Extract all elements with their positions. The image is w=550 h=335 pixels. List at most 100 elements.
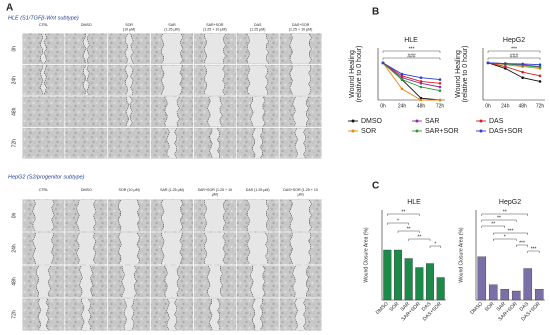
wound-edge: [32, 199, 36, 232]
wound-edge: [259, 298, 263, 331]
wound-edge: [129, 96, 133, 127]
wound-edge: [82, 33, 87, 64]
wound-edge: [39, 33, 44, 64]
wound-edge: [308, 33, 312, 64]
wound-edge: [160, 199, 165, 232]
legend-marker: [479, 129, 483, 133]
panel-label: B: [372, 7, 379, 18]
y-axis-label: Wound Closure Area (%): [363, 227, 369, 283]
wound-edge: [180, 199, 184, 232]
bar: [534, 289, 544, 301]
x-tick-label: 48h: [518, 103, 527, 109]
wound-edge: [292, 265, 296, 298]
significance-label: **: [491, 222, 495, 228]
significance-label: **: [503, 210, 507, 216]
x-tick-label: SAR: [400, 301, 412, 313]
significance-bracket: [493, 238, 517, 241]
wound-area: [40, 65, 47, 95]
wound-area: [246, 233, 268, 264]
data-point: [486, 61, 490, 65]
wound-edge: [76, 199, 80, 232]
wound-area: [161, 34, 183, 64]
significance-bracket: [387, 222, 409, 225]
data-point: [419, 76, 423, 80]
wound-edge: [217, 128, 220, 159]
axis: [482, 48, 545, 101]
wound-area: [76, 200, 97, 231]
legend-marker: [351, 129, 355, 133]
data-point: [400, 76, 404, 80]
series-line: [382, 62, 441, 92]
legend-label: SAR+SOR: [425, 128, 459, 135]
bar: [436, 277, 445, 301]
wound-edge: [303, 128, 307, 159]
data-point: [521, 62, 524, 66]
wound-area: [207, 266, 223, 297]
wound-edge: [161, 232, 165, 265]
wound-area: [166, 299, 177, 330]
data-point: [400, 72, 404, 76]
significance-bracket: [397, 230, 420, 233]
data-point: [381, 61, 385, 65]
wound-area: [32, 233, 54, 264]
wound-edge: [265, 232, 269, 265]
wound-edge: [131, 298, 135, 331]
significance-bracket: [481, 213, 528, 216]
wound-edge: [289, 65, 293, 96]
column-label: SOR (10 μM): [119, 188, 140, 192]
wound-area: [83, 65, 90, 95]
wound-area: [203, 233, 226, 264]
row-label: 48h: [11, 277, 17, 286]
wound-edge: [133, 265, 137, 298]
wound-edge: [118, 232, 122, 265]
chart-title: HLE: [404, 37, 418, 44]
wound-edge: [294, 128, 298, 159]
wound-area: [246, 65, 268, 95]
significance-label: ***: [519, 241, 525, 247]
wound-edge: [118, 199, 122, 232]
wound-edge: [174, 298, 178, 331]
x-tick-label: DAS: [421, 301, 433, 313]
wound-area: [36, 266, 51, 297]
significance-bracket: [527, 250, 540, 253]
bar: [523, 268, 533, 301]
x-tick-label: 72h: [436, 103, 445, 109]
wound-edge: [308, 65, 312, 96]
chart-title: HLE: [407, 199, 421, 206]
series-line: [382, 62, 441, 88]
data-point: [538, 80, 542, 83]
legend-marker: [479, 119, 483, 123]
bar: [415, 267, 424, 301]
column-label: SAR+SOR: [206, 23, 224, 27]
wound-edge: [88, 298, 92, 331]
wound-area: [124, 34, 134, 64]
column-label: DAS+SOR: [292, 23, 310, 27]
row-label: 24h: [11, 244, 17, 253]
wound-area: [246, 34, 269, 64]
wound-edge: [86, 65, 90, 96]
data-point: [538, 74, 542, 78]
series-line: [487, 62, 541, 66]
wound-area: [289, 233, 311, 264]
wound-edge: [164, 265, 168, 298]
wound-edge: [252, 298, 256, 331]
column-label: SAR: [168, 23, 176, 27]
wound-edge: [206, 265, 211, 298]
column-label: DAS: [254, 23, 262, 27]
wound-area: [161, 200, 183, 231]
wound-edge: [32, 232, 36, 265]
wound-edge: [86, 33, 90, 64]
wound-edge: [222, 65, 226, 96]
micrograph: [65, 127, 108, 159]
significance-bracket: [408, 238, 431, 241]
x-tick-label: DMSO: [469, 301, 484, 316]
x-tick-label: 24h: [501, 103, 510, 109]
wound-edge: [79, 265, 83, 298]
bar: [488, 284, 498, 301]
row-label: 0h: [11, 213, 17, 219]
legend-label: DAS+SOR: [489, 128, 523, 135]
wound-edge: [203, 199, 208, 232]
row-label: 72h: [11, 310, 17, 319]
wound-edge: [222, 232, 226, 265]
wound-area: [164, 97, 180, 127]
